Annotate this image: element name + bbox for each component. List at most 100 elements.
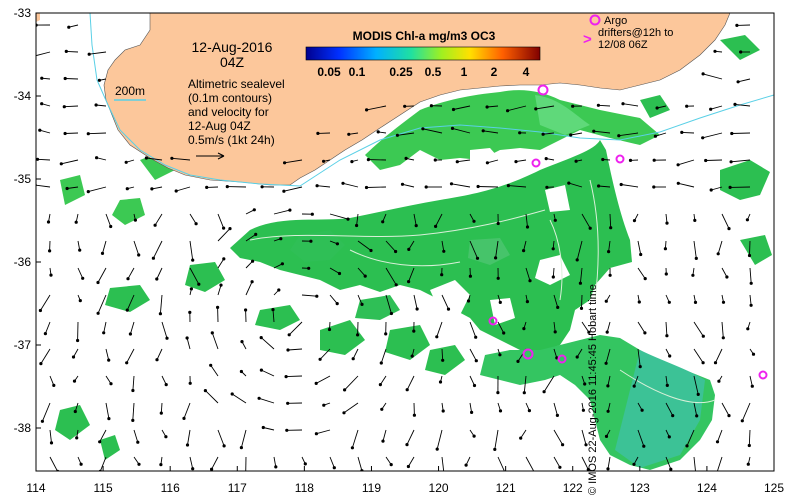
x-tick-label: 116 — [161, 481, 180, 495]
velocity-arrow-head — [279, 237, 283, 241]
velocity-arrow-head — [545, 185, 549, 189]
velocity-arrow-head — [642, 444, 646, 448]
velocity-arrow-head — [715, 440, 720, 444]
velocity-arrow — [151, 186, 163, 190]
velocity-arrow-head — [709, 107, 713, 111]
velocity-arrow-head — [481, 129, 485, 133]
velocity-arrow-head — [282, 189, 286, 193]
velocity-arrow-head — [310, 212, 314, 216]
velocity-arrow-head — [716, 252, 720, 256]
velocity-arrow — [678, 182, 695, 188]
velocity-arrow — [469, 240, 478, 259]
velocity-arrow-head — [583, 382, 587, 386]
velocity-arrow-head — [619, 182, 623, 187]
velocity-arrow-head — [343, 388, 347, 392]
velocity-arrow-head — [701, 72, 705, 76]
velocity-arrow — [105, 348, 110, 361]
velocity-arrow — [183, 402, 191, 419]
colorbar-tick-label: 2 — [491, 65, 498, 79]
velocity-arrow-head — [747, 443, 751, 448]
velocity-arrow-head — [653, 134, 658, 138]
velocity-arrow-head — [86, 190, 90, 194]
velocity-arrow-head — [502, 331, 506, 335]
velocity-arrow — [406, 375, 415, 390]
argo-note-line: 12/08 06Z — [598, 39, 648, 51]
velocity-arrow-head — [494, 256, 498, 260]
velocity-arrow — [637, 348, 641, 367]
velocity-arrow-head — [153, 223, 157, 227]
velocity-arrow — [435, 213, 443, 227]
velocity-arrow-head — [725, 275, 729, 279]
velocity-arrow — [211, 456, 219, 470]
velocity-arrow — [152, 240, 163, 259]
velocity-arrow-head — [638, 365, 642, 369]
velocity-arrow — [385, 267, 397, 286]
land-mass — [100, 13, 731, 186]
velocity-arrow-head — [335, 302, 339, 306]
velocity-arrow — [99, 429, 107, 443]
velocity-arrow — [731, 159, 751, 163]
velocity-arrow-head — [664, 272, 668, 276]
velocity-arrow-head — [733, 102, 737, 106]
velocity-arrow — [240, 429, 247, 448]
velocity-arrow — [351, 429, 359, 448]
velocity-arrow — [693, 375, 699, 395]
velocity-arrow-head — [52, 383, 56, 387]
velocity-arrow-head — [337, 271, 342, 276]
velocity-arrow — [36, 184, 51, 188]
velocity-arrow-head — [579, 306, 584, 310]
velocity-arrow-head — [67, 25, 71, 29]
velocity-arrow-head — [694, 256, 698, 260]
velocity-arrow-head — [704, 158, 708, 163]
velocity-arrow-head — [652, 185, 656, 189]
velocity-arrow — [273, 456, 277, 467]
velocity-arrow — [129, 321, 135, 335]
velocity-arrow-head — [288, 208, 292, 212]
velocity-arrow-head — [555, 413, 560, 417]
velocity-arrow-head — [360, 302, 364, 306]
velocity-arrow-head — [751, 352, 756, 356]
velocity-arrow-head — [403, 104, 407, 108]
velocity-arrow-head — [485, 105, 489, 109]
velocity-arrow-head — [137, 253, 141, 257]
velocity-arrow-head — [400, 182, 405, 186]
velocity-arrow-head — [144, 156, 148, 160]
velocity-arrow-head — [496, 391, 500, 395]
velocity-arrow-head — [522, 391, 526, 395]
velocity-arrow — [520, 429, 527, 439]
velocity-arrow-head — [335, 242, 339, 246]
velocity-arrow-head — [174, 189, 178, 193]
velocity-arrow — [146, 157, 163, 161]
velocity-arrow — [581, 429, 587, 445]
plot-frame — [35, 12, 775, 472]
velocity-arrow-head — [124, 160, 128, 164]
velocity-arrow-head — [203, 389, 207, 393]
velocity-arrow-head — [257, 396, 261, 400]
velocity-arrow — [737, 78, 751, 83]
velocity-arrow-head — [46, 220, 51, 224]
velocity-arrow-head — [556, 305, 560, 309]
x-tick-label: 114 — [26, 481, 45, 495]
velocity-arrow-head — [197, 282, 201, 286]
velocity-arrow — [103, 321, 107, 333]
velocity-arrow-head — [405, 388, 409, 392]
velocity-arrow — [261, 369, 275, 377]
velocity-arrow-head — [592, 129, 596, 133]
velocity-arrow — [329, 213, 349, 220]
velocity-arrow-head — [261, 425, 265, 430]
colorbar-tick-label: 4 — [523, 65, 530, 79]
velocity-arrow-head — [609, 226, 613, 230]
velocity-arrow-head — [254, 232, 258, 236]
velocity-arrow — [329, 267, 340, 274]
velocity-arrow — [343, 402, 359, 414]
velocity-arrow-head — [309, 239, 313, 243]
velocity-arrow-head — [259, 336, 263, 340]
velocity-arrow-head — [468, 274, 472, 278]
velocity-arrow-head — [450, 126, 455, 130]
velocity-arrow-head — [621, 102, 625, 106]
velocity-arrow — [607, 456, 611, 469]
velocity-arrow-head — [701, 334, 705, 338]
velocity-arrow-head — [506, 184, 510, 188]
velocity-arrow-head — [182, 416, 186, 420]
velocity-arrow — [452, 127, 471, 134]
